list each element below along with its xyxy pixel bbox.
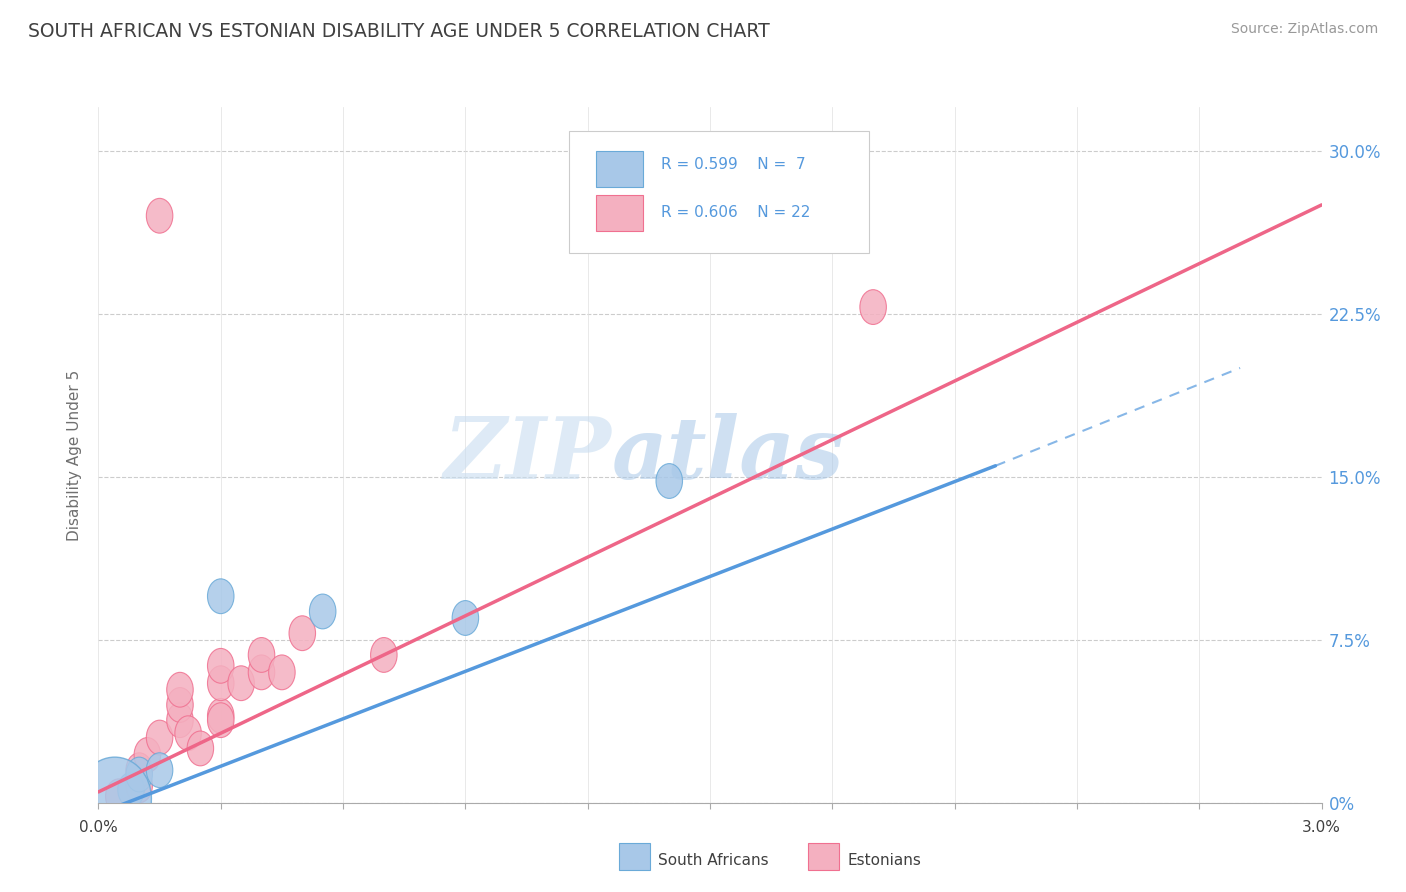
Ellipse shape	[118, 772, 145, 807]
Text: R = 0.599    N =  7: R = 0.599 N = 7	[661, 157, 806, 171]
Text: atlas: atlas	[612, 413, 845, 497]
Text: Estonians: Estonians	[848, 854, 922, 868]
Ellipse shape	[127, 757, 152, 792]
Ellipse shape	[228, 665, 254, 700]
Ellipse shape	[167, 673, 193, 707]
Text: SOUTH AFRICAN VS ESTONIAN DISABILITY AGE UNDER 5 CORRELATION CHART: SOUTH AFRICAN VS ESTONIAN DISABILITY AGE…	[28, 22, 770, 41]
Ellipse shape	[249, 655, 274, 690]
Ellipse shape	[146, 753, 173, 788]
FancyBboxPatch shape	[596, 151, 643, 187]
Ellipse shape	[657, 464, 682, 499]
Ellipse shape	[146, 198, 173, 233]
FancyBboxPatch shape	[569, 131, 869, 253]
FancyBboxPatch shape	[596, 194, 643, 231]
Ellipse shape	[167, 703, 193, 738]
Ellipse shape	[105, 779, 132, 814]
Text: ZIP: ZIP	[444, 413, 612, 497]
Ellipse shape	[127, 768, 152, 803]
Ellipse shape	[146, 720, 173, 755]
Text: South Africans: South Africans	[658, 854, 769, 868]
Ellipse shape	[174, 715, 201, 751]
Text: 3.0%: 3.0%	[1302, 821, 1341, 835]
Y-axis label: Disability Age Under 5: Disability Age Under 5	[67, 369, 83, 541]
Ellipse shape	[290, 615, 315, 650]
Ellipse shape	[453, 600, 478, 635]
Ellipse shape	[371, 638, 396, 673]
Ellipse shape	[208, 703, 233, 738]
Ellipse shape	[269, 655, 295, 690]
Text: 0.0%: 0.0%	[79, 821, 118, 835]
Ellipse shape	[187, 731, 214, 766]
Ellipse shape	[309, 594, 336, 629]
Text: Source: ZipAtlas.com: Source: ZipAtlas.com	[1230, 22, 1378, 37]
Ellipse shape	[208, 648, 233, 683]
Ellipse shape	[208, 579, 233, 614]
Text: R = 0.606    N = 22: R = 0.606 N = 22	[661, 205, 810, 220]
Ellipse shape	[860, 290, 886, 325]
Ellipse shape	[134, 738, 160, 772]
Ellipse shape	[167, 688, 193, 723]
Ellipse shape	[208, 698, 233, 733]
Ellipse shape	[127, 753, 152, 788]
Ellipse shape	[249, 638, 274, 673]
Ellipse shape	[79, 757, 152, 839]
Ellipse shape	[208, 665, 233, 700]
